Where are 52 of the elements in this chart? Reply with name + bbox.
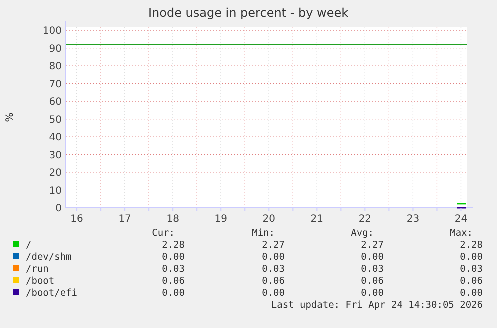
y-axis-title: % xyxy=(5,112,16,122)
legend-label: / xyxy=(26,240,32,251)
y-tick-label: 20 xyxy=(49,168,62,180)
x-tick-label: 20 xyxy=(262,214,276,225)
y-tick-label: 100 xyxy=(42,26,62,38)
y-tick-label: 90 xyxy=(49,44,62,55)
text: 2.28 xyxy=(460,240,484,251)
x-tick-label: 16 xyxy=(70,214,84,225)
legend-label: /dev/shm xyxy=(26,252,72,263)
text: Last update: Fri Apr 24 14:30:05 2026 xyxy=(271,300,484,311)
text: 0.00 xyxy=(262,252,286,263)
text: 0.00 xyxy=(361,252,384,263)
text: 2.28 xyxy=(162,240,186,251)
text: 0.00 xyxy=(460,288,484,299)
text: 2.27 xyxy=(361,240,384,251)
text: 2.27 xyxy=(262,240,285,251)
text: 0.06 xyxy=(460,276,484,287)
y-tick-label: 60 xyxy=(49,97,62,108)
y-tick-label: 30 xyxy=(49,150,62,162)
x-tick-label: 17 xyxy=(118,214,132,225)
text: 0.06 xyxy=(361,276,384,287)
x-tick-label: 24 xyxy=(454,214,468,225)
y-tick-label: 40 xyxy=(49,132,62,144)
text: 0.03 xyxy=(262,264,285,275)
text: 0.03 xyxy=(361,264,384,275)
text: 0.06 xyxy=(262,276,286,287)
y-tick-label: 80 xyxy=(49,62,62,73)
chart-title: Inode usage in percent - by week xyxy=(148,6,349,20)
text: Min: xyxy=(252,228,275,239)
text: Cur: xyxy=(152,228,175,239)
legend-label: /boot/efi xyxy=(26,288,78,299)
y-tick-label: 50 xyxy=(49,114,62,126)
text: 0.00 xyxy=(162,288,186,299)
text: Avg: xyxy=(351,228,374,239)
text: 0.06 xyxy=(162,276,186,287)
legend-label: /boot xyxy=(26,276,55,287)
text: Max: xyxy=(450,228,473,239)
x-tick-label: 23 xyxy=(406,214,420,225)
text: 0.00 xyxy=(262,288,286,299)
y-tick-label: 10 xyxy=(49,186,62,197)
x-tick-label: 19 xyxy=(214,214,228,225)
x-tick-label: 18 xyxy=(166,214,180,225)
text: 0.00 xyxy=(361,288,384,299)
legend-label: /run xyxy=(26,264,49,275)
x-tick-label: 21 xyxy=(310,214,324,225)
y-tick-label: 0 xyxy=(56,204,62,214)
text: 0.00 xyxy=(460,252,484,263)
text: 0.00 xyxy=(162,252,186,263)
text: 0.03 xyxy=(162,264,185,275)
y-tick-label: 70 xyxy=(49,79,62,90)
x-tick-label: 22 xyxy=(358,214,372,225)
text: 0.03 xyxy=(460,264,483,275)
